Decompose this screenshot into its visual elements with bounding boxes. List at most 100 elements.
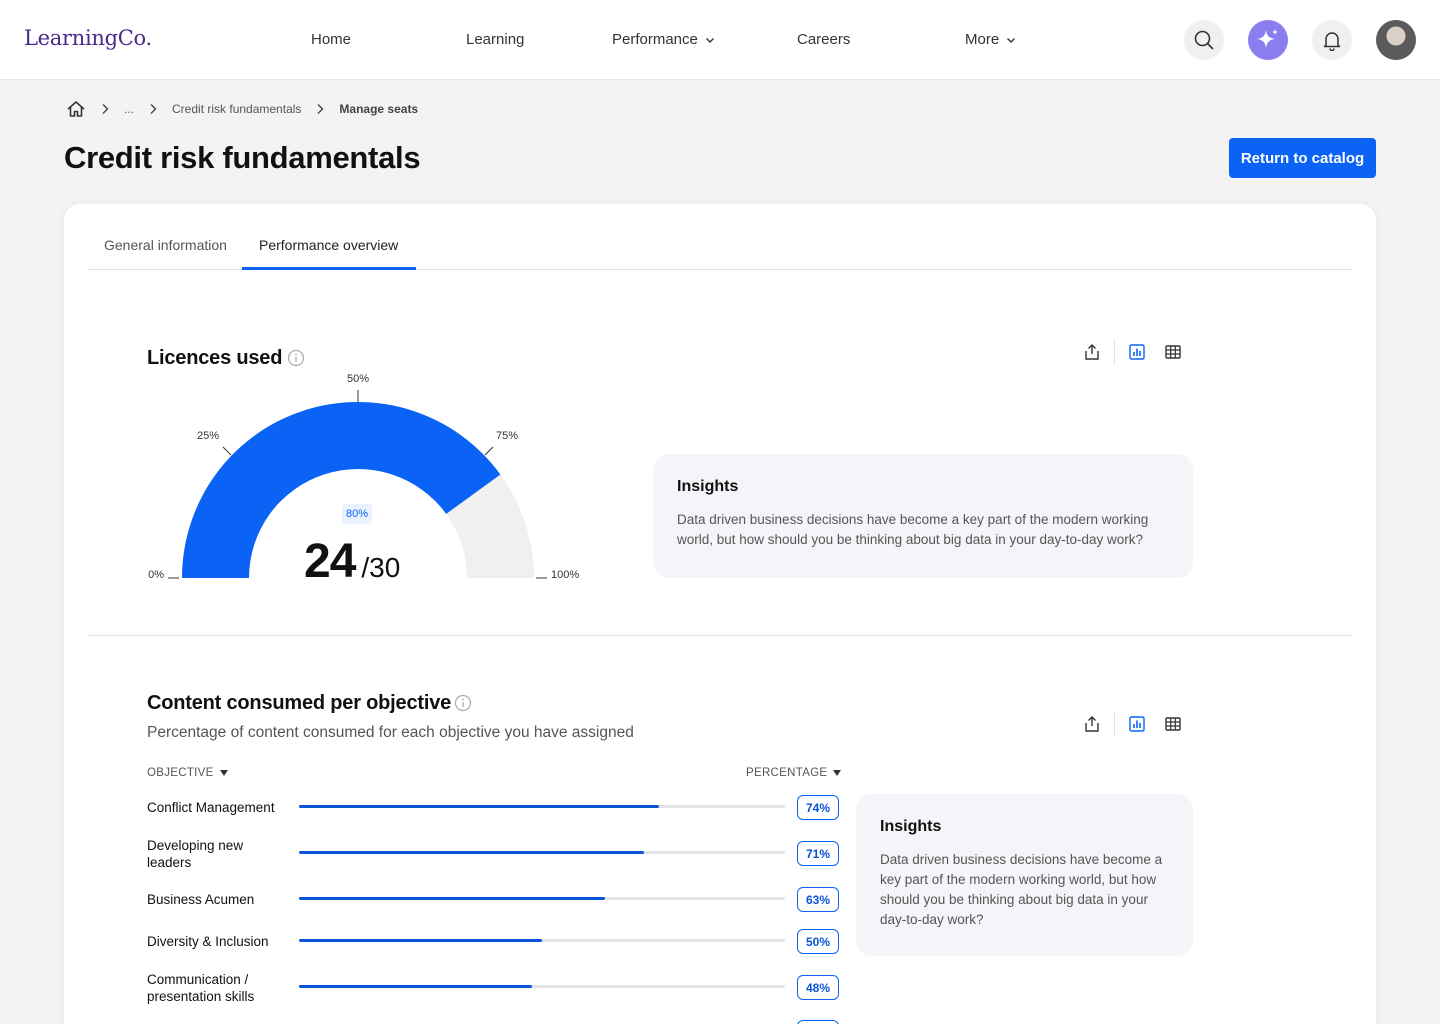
toolbar-divider	[1114, 712, 1115, 736]
sort-down-icon	[219, 770, 228, 776]
progress-fill	[299, 851, 645, 854]
insight-text: Data driven business decisions have beco…	[880, 852, 1163, 927]
progress-fill	[299, 805, 659, 808]
info-icon[interactable]	[454, 694, 472, 717]
nav-home-label: Home	[311, 31, 352, 48]
insight-title: Insights	[677, 478, 739, 495]
table-view-button[interactable]	[1161, 712, 1185, 736]
breadcrumb-current: Manage seats	[339, 102, 419, 116]
nav-careers-label: Careers	[797, 31, 851, 48]
chart-view-button[interactable]	[1125, 712, 1149, 736]
nav-performance[interactable]: Performance	[612, 31, 716, 48]
progress-track	[299, 985, 785, 988]
licences-insight-card: Insights Data driven business decisions …	[653, 454, 1193, 578]
nav-home[interactable]: Home	[311, 31, 351, 48]
tab-general-information[interactable]: General information	[104, 237, 227, 253]
share-icon	[1085, 344, 1099, 360]
licences-total-value: /30	[361, 552, 401, 583]
percent-badge: 80%	[342, 504, 372, 524]
percentage-column-header[interactable]: PERCENTAGE	[746, 767, 842, 779]
consumed-title: Content consumed per objective	[147, 692, 452, 714]
tick-label-100: 100%	[551, 569, 579, 581]
licences-count: 24 /30	[304, 534, 400, 589]
tick-label-75: 75%	[496, 430, 518, 442]
sort-down-icon	[833, 770, 842, 776]
gauge-ticks: 50% 25% 75% 0% 100%	[148, 373, 579, 581]
home-icon[interactable]	[66, 100, 86, 118]
nav-learning[interactable]: Learning	[466, 31, 524, 48]
table-view-button[interactable]	[1161, 340, 1185, 364]
top-navigation: LearningCo. Home Learning Performance Ca…	[0, 0, 1440, 80]
tick-label-0: 0%	[148, 569, 164, 581]
active-tab-indicator	[242, 267, 416, 270]
notifications-button[interactable]	[1312, 20, 1352, 60]
tick-mark-25	[222, 446, 232, 456]
chart-view-button[interactable]	[1125, 340, 1149, 364]
ai-assistant-button[interactable]	[1248, 20, 1288, 60]
insight-text: Data driven business decisions have beco…	[677, 512, 1149, 547]
chevron-right-icon	[315, 103, 325, 115]
table-icon	[1165, 717, 1181, 731]
user-avatar[interactable]	[1376, 20, 1416, 60]
insight-title: Insights	[880, 818, 942, 835]
nav-performance-label: Performance	[612, 31, 698, 48]
objective-label: Business Acumen	[147, 892, 255, 907]
table-icon	[1165, 345, 1181, 359]
bell-icon	[1323, 32, 1341, 51]
licences-title: Licences used	[147, 347, 283, 369]
breadcrumb-course[interactable]: Credit risk fundamentals	[172, 102, 302, 116]
sparkle-icon	[1257, 29, 1278, 48]
info-icon[interactable]	[287, 349, 305, 372]
tick-mark-75	[484, 446, 494, 456]
progress-track	[299, 897, 785, 900]
gauge-fill	[182, 402, 501, 578]
breadcrumb-ellipsis[interactable]: ...	[124, 102, 135, 116]
return-to-catalog-button[interactable]: Return to catalog	[1229, 138, 1376, 178]
progress-fill	[299, 985, 533, 988]
page-title: Credit risk fundamentals	[64, 140, 421, 175]
objective-label: Diversity & Inclusion	[147, 934, 269, 949]
objective-label: Communication / presentation skills	[147, 972, 255, 1004]
consumed-toolbar	[1080, 712, 1185, 736]
percentage-badge: 63%	[797, 887, 839, 912]
percentage-header-label: PERCENTAGE	[746, 767, 828, 779]
chevron-down-icon	[705, 37, 714, 43]
toolbar-divider	[1114, 340, 1115, 364]
tab-bar: General information Performance overview	[88, 204, 1352, 270]
nav-more-label: More	[965, 31, 1000, 48]
percentage-badge: 74%	[797, 795, 839, 820]
percentage-badge: 50%	[797, 929, 839, 954]
progress-track	[299, 805, 785, 808]
progress-track	[299, 851, 785, 854]
objective-header-label: OBJECTIVE	[147, 767, 214, 779]
progress-fill	[299, 939, 542, 942]
chevron-right-icon	[100, 103, 110, 115]
nav-more[interactable]: More	[965, 31, 1017, 48]
percentage-badge: 71%	[797, 841, 839, 866]
app-logo[interactable]: LearningCo.	[24, 26, 152, 50]
section-divider	[88, 635, 1352, 636]
tab-performance-overview[interactable]: Performance overview	[259, 237, 399, 253]
share-icon	[1085, 716, 1099, 732]
tick-label-50: 50%	[347, 373, 369, 385]
licences-toolbar	[1080, 340, 1185, 364]
progress-fill	[299, 897, 606, 900]
chevron-down-icon	[1007, 37, 1016, 43]
bar-chart-icon	[1129, 344, 1145, 360]
export-button[interactable]	[1080, 712, 1104, 736]
percentage-badge: 48%	[797, 975, 839, 1000]
objective-label: Developing new leaders	[147, 838, 244, 870]
nav-careers[interactable]: Careers	[797, 31, 850, 48]
performance-card: General information Performance overview…	[64, 204, 1376, 1024]
export-button[interactable]	[1080, 340, 1104, 364]
licences-gauge	[182, 402, 534, 578]
search-button[interactable]	[1184, 20, 1224, 60]
percentage-badge-partial	[797, 1020, 839, 1024]
tick-label-25: 25%	[197, 430, 219, 442]
objective-label: Conflict Management	[147, 800, 275, 815]
objective-column-header[interactable]: OBJECTIVE	[147, 767, 228, 779]
nav-learning-label: Learning	[466, 31, 525, 48]
search-icon	[1194, 30, 1214, 50]
progress-track	[299, 939, 785, 942]
breadcrumb: ... Credit risk fundamentals Manage seat…	[66, 99, 418, 119]
